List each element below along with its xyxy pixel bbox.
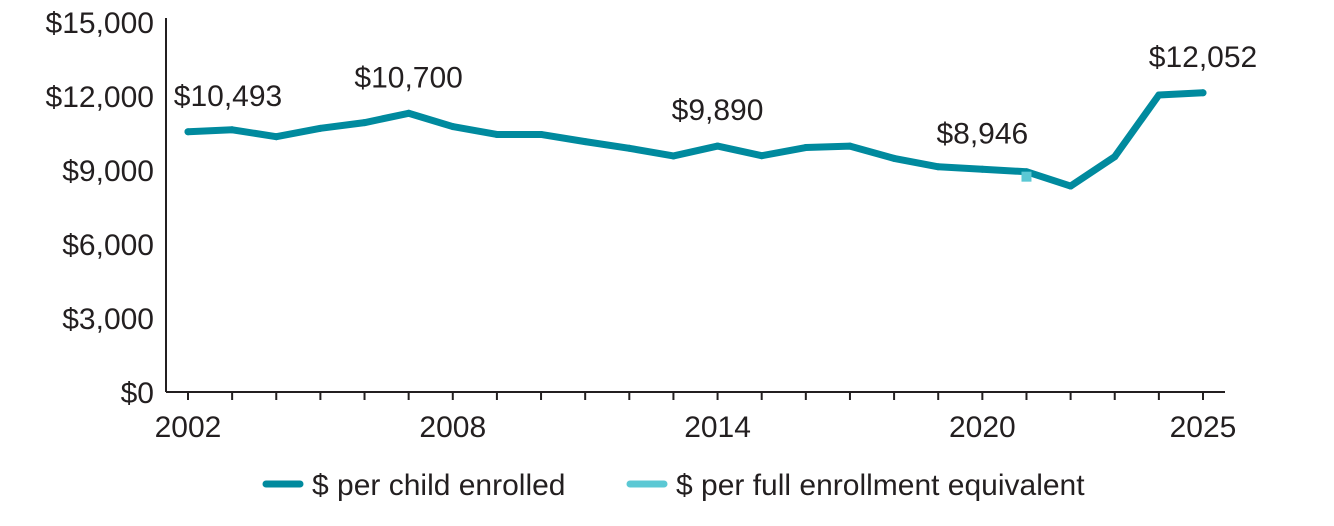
x-tick-label: 2025 (1170, 411, 1237, 444)
data-point (405, 109, 413, 117)
data-label: $12,052 (1149, 41, 1257, 74)
data-label: $8,946 (936, 117, 1028, 150)
y-tick-label: $9,000 (62, 155, 154, 188)
data-point (493, 130, 501, 138)
x-tick-label: 2008 (419, 411, 486, 444)
data-point (890, 154, 898, 162)
tick-labels: $0 $3,000 $6,000 $9,000 $12,000 $15,000 2002 20… (46, 7, 1237, 444)
data-point (1155, 91, 1163, 99)
axes (165, 18, 1225, 400)
data-point (537, 130, 545, 138)
data-point-full-enrollment-equivalent (1021, 171, 1032, 182)
data-point (184, 128, 192, 136)
y-tick-label: $6,000 (62, 229, 154, 262)
data-point (272, 133, 280, 141)
data-point (934, 163, 942, 171)
data-point (228, 126, 236, 134)
data-point (1067, 182, 1075, 190)
data-point (316, 124, 324, 132)
series-line-per-child-enrolled (184, 89, 1207, 190)
y-tick-label: $3,000 (62, 303, 154, 336)
y-tick-label: $0 (121, 377, 154, 410)
data-point (1111, 153, 1119, 161)
data-label: $10,700 (354, 61, 462, 94)
series (184, 89, 1207, 190)
legend-label: $ per child enrolled (312, 469, 566, 502)
data-point (1199, 89, 1207, 97)
data-point (669, 152, 677, 160)
data-point (625, 144, 633, 152)
data-point (361, 119, 369, 127)
data-point (978, 165, 986, 173)
y-tick-label: $15,000 (46, 7, 154, 40)
data-point (758, 152, 766, 160)
x-tick-label: 2002 (155, 411, 222, 444)
x-tick-label: 2014 (684, 411, 751, 444)
legend-label: $ per full enrollment equivalent (676, 469, 1085, 502)
data-label: $9,890 (672, 94, 764, 127)
data-point (714, 142, 722, 150)
y-tick-label: $12,000 (46, 81, 154, 114)
data-label: $10,493 (174, 80, 282, 113)
data-point (581, 138, 589, 146)
data-point (846, 142, 854, 150)
annotations: $10,493 $10,700 $9,890 $8,946 $12,052 (174, 41, 1257, 150)
data-point (449, 123, 457, 131)
x-tick-label: 2020 (949, 411, 1016, 444)
data-point (802, 144, 810, 152)
legend: $ per child enrolled $ per full enrollmen… (262, 469, 1085, 502)
